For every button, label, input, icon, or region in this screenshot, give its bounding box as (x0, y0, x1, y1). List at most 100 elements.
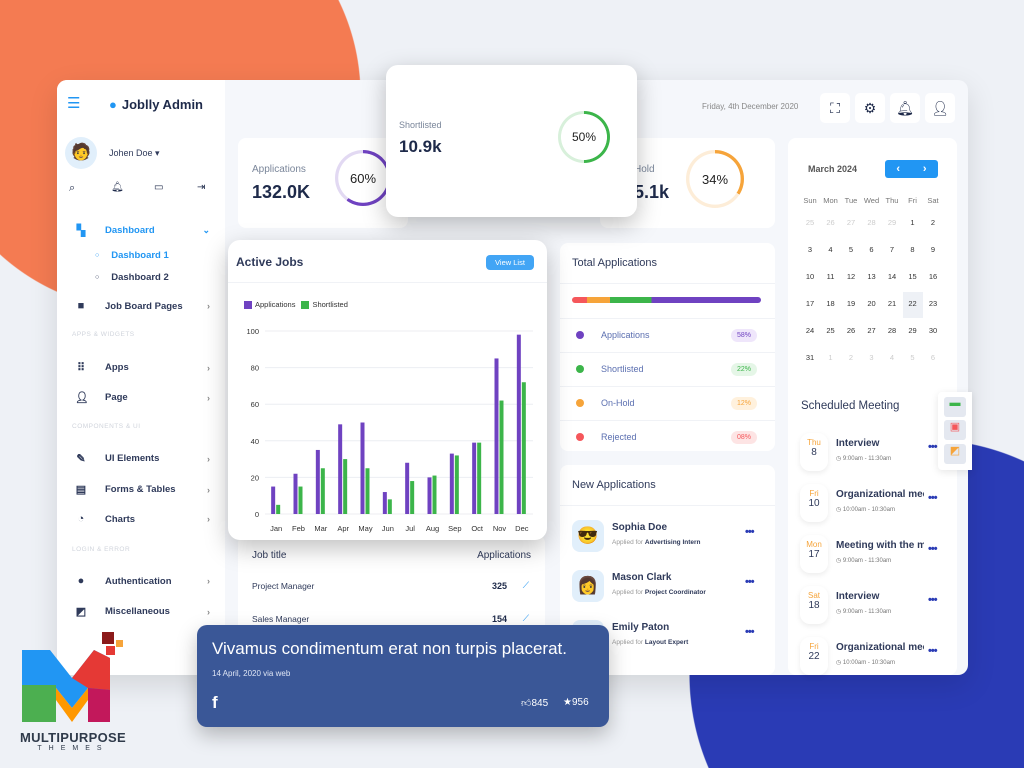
calendar-day[interactable]: 6 (930, 353, 936, 362)
avatar[interactable]: 🧑 (65, 137, 97, 169)
calendar-day[interactable]: 9 (930, 245, 936, 254)
calendar-day[interactable]: 4 (828, 245, 833, 254)
calendar-day[interactable]: 1 (910, 218, 915, 227)
calendar-day[interactable]: 17 (805, 299, 815, 308)
x-tick-label: Feb (292, 524, 305, 533)
money-icon[interactable]: ▬ (944, 397, 966, 417)
chevron-right-icon: › (207, 453, 210, 464)
calendar-day[interactable]: 2 (848, 353, 854, 362)
progress-ring: 60% (335, 150, 391, 206)
pie-icon: ◔ (77, 513, 85, 525)
fullscreen-button[interactable]: ⛶ (820, 93, 850, 123)
calendar-day[interactable]: 5 (848, 245, 854, 254)
meeting-item[interactable]: Sat 18 Interview ◷ 9:00am - 11:30am ••• (800, 586, 950, 626)
trend-icon[interactable]: ⟋ (522, 580, 529, 590)
bell-icon[interactable]: 🔔︎ (111, 182, 124, 193)
calendar-day[interactable]: 25 (805, 218, 815, 227)
applicant-item[interactable]: 👩 Mason Clark Applied for Project Coordina… (572, 570, 772, 610)
sidebar-item-authentication[interactable]: ● Authentication › (75, 575, 210, 587)
notifications-button[interactable]: 🔔︎ (890, 93, 920, 123)
applicant-item[interactable]: 😎 Sophia Doe Applied for Advertising Inter… (572, 520, 772, 560)
calendar-day[interactable]: 25 (826, 326, 835, 335)
logout-icon[interactable]: ⇥ (197, 182, 206, 193)
calendar-day[interactable]: 4 (889, 353, 895, 362)
gallery-icon[interactable]: ▣ (944, 420, 966, 440)
sidebar-item-charts[interactable]: ◔ Charts › (75, 513, 210, 525)
calendar-day[interactable]: 28 (867, 218, 876, 227)
legend-swatch (244, 300, 252, 309)
layers-icon[interactable]: ◩ (944, 444, 966, 464)
calendar-day[interactable]: 31 (805, 353, 815, 362)
calendar-day[interactable]: 16 (928, 272, 938, 281)
trend-icon[interactable]: ⟋ (522, 613, 529, 623)
calendar-day[interactable]: 29 (887, 218, 897, 227)
facebook-icon[interactable]: f (212, 693, 218, 712)
app-logo[interactable]: ● Joblly Admin (109, 97, 203, 112)
settings-button[interactable]: ⚙ (855, 93, 885, 123)
calendar-day[interactable]: 8 (910, 245, 915, 254)
calendar-day[interactable]: 26 (846, 326, 856, 335)
calendar-day[interactable]: 6 (869, 245, 874, 254)
calendar-month: March 2024 (808, 164, 858, 174)
view-list-button[interactable]: View List (486, 255, 534, 270)
more-icon[interactable]: ••• (928, 441, 938, 453)
calendar-day[interactable]: 5 (910, 353, 915, 362)
calendar-day[interactable]: 22 (902, 292, 923, 318)
calendar-day[interactable]: 21 (887, 299, 897, 308)
calendar-day[interactable]: 28 (887, 326, 897, 335)
stars[interactable]: ★956 (563, 697, 589, 708)
sidebar-item-dashboard[interactable]: ▚ Dashboard ⌄ (75, 224, 210, 237)
calendar-day[interactable]: 3 (807, 245, 813, 254)
calendar-day[interactable]: 19 (846, 299, 856, 308)
sidebar-item-miscellaneous[interactable]: ◩ Miscellaneous › (75, 605, 210, 618)
calendar-day[interactable]: 2 (930, 218, 936, 227)
calendar-day[interactable]: 14 (887, 272, 897, 281)
chat-icon[interactable]: ▭ (154, 182, 164, 193)
sidebar-item-forms-tables[interactable]: ▤ Forms & Tables › (75, 483, 210, 496)
search-icon[interactable]: ⌕ (69, 182, 76, 194)
more-icon[interactable]: ••• (745, 626, 755, 638)
sidebar-item-job-board-pages[interactable]: ■ Job Board Pages › (75, 300, 210, 312)
section-label: APPS & WIDGETS (72, 331, 135, 338)
calendar-day[interactable]: 30 (928, 326, 938, 335)
calendar-day[interactable]: 11 (826, 272, 835, 281)
calendar-day[interactable]: 23 (928, 299, 938, 308)
meeting-item[interactable]: Thu 8 Interview ◷ 9:00am - 11:30am ••• (800, 433, 950, 473)
sidebar-item-dashboard-1[interactable]: ○ Dashboard 1 (95, 250, 169, 261)
calendar-day[interactable]: 1 (828, 353, 833, 362)
sidebar-item-page[interactable]: 👤︎ Page › (75, 391, 210, 404)
next-month-button[interactable]: › (922, 163, 927, 175)
calendar-day[interactable]: 27 (846, 218, 856, 227)
sidebar-item-dashboard-2[interactable]: ○ Dashboard 2 (95, 272, 169, 283)
more-icon[interactable]: ••• (928, 594, 938, 606)
sidebar-item-apps[interactable]: ⠿ Apps › (75, 361, 210, 374)
sidebar-item-ui-elements[interactable]: ✎ UI Elements › (75, 452, 210, 465)
calendar-day[interactable]: 10 (805, 272, 815, 281)
user-menu[interactable]: Johen Doe ▾ (109, 148, 160, 158)
more-icon[interactable]: ••• (928, 492, 938, 504)
more-icon[interactable]: ••• (745, 526, 755, 538)
likes[interactable]: 👍︎845 (521, 697, 548, 709)
hamburger-icon[interactable]: ☰ (67, 95, 81, 112)
calendar-day[interactable]: 12 (846, 272, 856, 281)
calendar-day[interactable]: 7 (889, 245, 895, 254)
calendar-day[interactable]: 27 (867, 326, 876, 335)
misc-icon: ◩ (75, 606, 87, 618)
profile-button[interactable]: 👤︎ (925, 93, 955, 123)
calendar-day[interactable]: 29 (908, 326, 917, 335)
calendar-day[interactable]: 20 (867, 299, 876, 308)
sidebar: ☰ ● Joblly Admin 🧑 Johen Doe ▾ ⌕ 🔔︎ ▭ ⇥ ▚… (57, 80, 225, 675)
prev-month-button[interactable]: ‹ (896, 163, 901, 175)
calendar-day[interactable]: 26 (826, 218, 835, 227)
more-icon[interactable]: ••• (928, 645, 938, 657)
calendar-day[interactable]: 24 (805, 326, 815, 335)
calendar-day[interactable]: 15 (908, 272, 917, 281)
more-icon[interactable]: ••• (928, 543, 938, 555)
calendar-day[interactable]: 3 (869, 353, 874, 362)
more-icon[interactable]: ••• (745, 576, 755, 588)
calendar-day[interactable]: 18 (826, 299, 835, 308)
calendar-day[interactable]: 13 (867, 272, 876, 281)
